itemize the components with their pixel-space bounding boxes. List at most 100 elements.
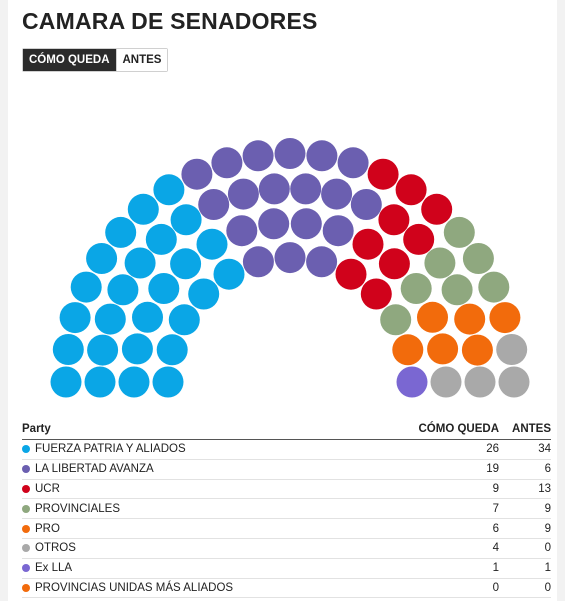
como-queda-cell: 4	[492, 542, 499, 555]
party-color-dot	[22, 484, 30, 493]
table-row: LA LIBERTAD AVANZA 19 6	[22, 460, 551, 480]
chart-title: CAMARA DE SENADORES	[22, 8, 318, 34]
como-queda-cell: 26	[486, 443, 499, 456]
seat-dot	[396, 366, 428, 398]
seat-dot	[188, 278, 220, 310]
party-cell: LA LIBERTAD AVANZA	[22, 463, 409, 475]
antes-cell: 9	[544, 502, 551, 515]
seat-dot	[274, 138, 306, 169]
seat-dot	[50, 366, 82, 398]
table-body: FUERZA PATRIA Y ALIADOS 26 34 LA LIBERTAD A…	[22, 440, 551, 599]
party-color-dot	[22, 583, 30, 592]
party-color-dot	[22, 524, 30, 533]
seat-dot	[153, 174, 185, 206]
como-queda-cell: 6	[492, 522, 499, 535]
hemicycle-chart	[50, 138, 530, 398]
party-name: FUERZA PATRIA Y ALIADOS	[35, 443, 186, 456]
toggle-como-queda-button[interactable]: CÓMO QUEDA	[23, 49, 116, 71]
seat-dot	[367, 158, 399, 190]
party-cell: FUERZA PATRIA Y ALIADOS	[22, 443, 409, 455]
seat-dot	[227, 178, 259, 210]
seat-dot	[360, 278, 392, 310]
chart-card: CAMARA DE SENADORES CÓMO QUEDA ANTES Par…	[8, 0, 557, 601]
antes-cell: 6	[544, 463, 551, 476]
table-row: Ex LLA 1 1	[22, 559, 551, 579]
table-row: PRO 6 9	[22, 519, 551, 539]
party-color-dot	[22, 564, 30, 573]
seat-dot	[424, 247, 456, 279]
seat-dot	[86, 243, 118, 274]
como-queda-cell: 7	[492, 502, 499, 515]
seat-dot	[118, 366, 150, 398]
party-name: PRO	[35, 522, 60, 535]
seat-dot	[121, 333, 153, 365]
seat-dot	[274, 242, 306, 274]
seat-dot	[52, 334, 84, 365]
seat-dot	[242, 246, 274, 278]
como-queda-cell: 19	[486, 463, 499, 476]
party-cell: PROVINCIALES	[22, 503, 409, 515]
seat-dot	[105, 216, 137, 248]
seat-dot	[462, 243, 494, 274]
seat-dot	[478, 271, 510, 303]
como-queda-cell: 1	[492, 562, 499, 575]
seat-dot	[441, 274, 473, 306]
seat-dot	[335, 258, 367, 290]
party-cell: PROVINCIAS UNIDAS MÁS ALIADOS	[22, 582, 409, 594]
seat-dot	[380, 304, 412, 336]
seat-dot	[395, 174, 427, 206]
seat-dot	[403, 223, 435, 255]
party-name: PROVINCIAS UNIDAS MÁS ALIADOS	[35, 581, 234, 594]
party-color-dot	[22, 504, 30, 513]
seat-dot	[392, 334, 424, 366]
party-name: UCR	[35, 482, 60, 495]
toggle-antes-button[interactable]: ANTES	[115, 49, 168, 71]
seat-dot	[148, 273, 180, 304]
seat-dot	[489, 302, 521, 334]
seat-dot	[337, 147, 369, 179]
table-row: OTROS 4 0	[22, 539, 551, 559]
seat-dot	[127, 193, 159, 225]
table-header: Party CÓMO QUEDA ANTES	[22, 419, 551, 440]
seat-dot	[321, 178, 353, 210]
seat-dot	[378, 204, 410, 236]
antes-cell: 1	[544, 562, 551, 575]
antes-cell: 13	[538, 482, 551, 495]
party-cell: UCR	[22, 483, 409, 495]
header-antes: ANTES	[512, 423, 551, 435]
party-name: OTROS	[35, 542, 76, 555]
seat-dot	[242, 140, 274, 172]
seat-dot	[87, 334, 119, 366]
seat-dot	[198, 189, 230, 220]
seat-dot	[213, 258, 245, 290]
seat-dot	[145, 223, 177, 255]
seat-dot	[170, 248, 202, 280]
seat-dot	[443, 216, 475, 248]
seat-dot	[258, 208, 290, 240]
seat-dot	[258, 173, 290, 205]
party-color-dot	[22, 465, 30, 474]
seat-dot	[306, 140, 338, 172]
seat-dot	[226, 215, 258, 247]
seat-dot	[430, 366, 462, 398]
antes-cell: 0	[544, 542, 551, 555]
party-cell: PRO	[22, 523, 409, 535]
table-row: PROVINCIALES 7 9	[22, 499, 551, 520]
seat-dot	[454, 303, 486, 335]
como-queda-cell: 9	[492, 482, 499, 495]
seat-dot	[461, 334, 493, 366]
seat-dot	[421, 193, 453, 225]
seat-dot	[378, 248, 410, 280]
seat-dot	[168, 304, 200, 336]
seat-dot	[211, 147, 243, 179]
party-name: LA LIBERTAD AVANZA	[35, 463, 154, 476]
party-color-dot	[22, 445, 30, 454]
party-color-dot	[22, 544, 30, 553]
seat-dot	[59, 302, 91, 334]
seat-dot	[94, 303, 126, 335]
seat-dot	[196, 228, 228, 260]
party-name: PROVINCIALES	[35, 502, 120, 515]
seat-dot	[170, 204, 202, 236]
seat-dot	[306, 246, 338, 278]
table-row: FUERZA PATRIA Y ALIADOS 26 34	[22, 440, 551, 460]
